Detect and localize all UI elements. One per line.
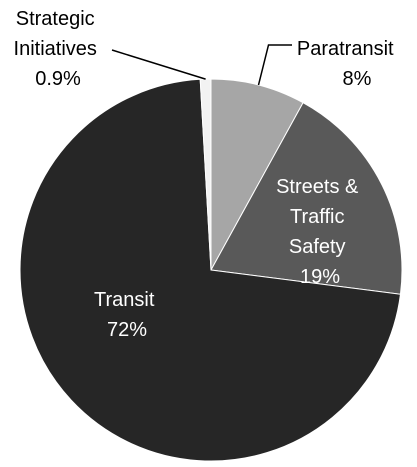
- slice-name-paratransit: Paratransit: [297, 38, 394, 60]
- slice-value-transit: 72%: [107, 319, 147, 341]
- slice-label-streets-traffic-safety: Streets & Traffic Safety 19%: [276, 176, 364, 288]
- slice-name-line-3: Safety: [289, 236, 346, 258]
- leader-line-paratransit: [257, 44, 292, 86]
- leader-lines: [111, 44, 292, 86]
- slice-label-transit: Transit 72%: [94, 289, 160, 341]
- slice-label-strategic-initiatives: Strategic Initiatives 0.9%: [14, 8, 103, 90]
- pie-slice-paratransit: [210, 78, 304, 271]
- leader-line-strategic-initiatives: [111, 49, 206, 80]
- slice-name-line-1: Streets &: [276, 176, 359, 198]
- slice-name-line-1: Strategic: [16, 8, 95, 30]
- slice-value-paratransit: 8%: [343, 68, 372, 90]
- slice-label-paratransit: Paratransit 8%: [297, 38, 399, 90]
- slice-name-line-2: Traffic: [290, 206, 344, 228]
- slice-name-line-2: Initiatives: [14, 38, 97, 60]
- pie-slice-streets-traffic-safety: [210, 101, 403, 295]
- slice-value-streets-traffic-safety: 19%: [300, 266, 340, 288]
- pie-slices: [19, 78, 403, 462]
- slice-value-strategic-initiatives: 0.9%: [35, 68, 81, 90]
- pie-slice-transit: [19, 78, 402, 462]
- slice-name-transit: Transit: [94, 289, 155, 311]
